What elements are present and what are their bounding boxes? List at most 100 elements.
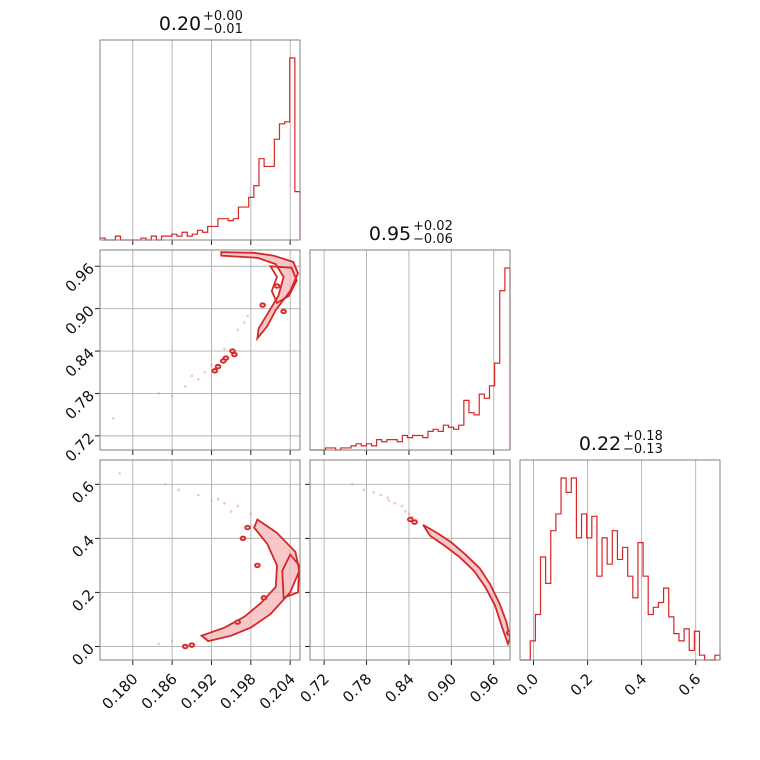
panel-background [310, 460, 510, 660]
tick-label-y: 0.0 [68, 640, 98, 670]
scatter-point [164, 482, 167, 486]
panel-title-1: 0.20 +0.00−0.01 [159, 9, 243, 37]
scatter-point [216, 497, 220, 501]
contour-panel-1: 0.72 0.78 0.84 0.90 0.96 [62, 249, 301, 465]
panel-frame [99, 459, 301, 661]
contour-speck [239, 535, 247, 542]
tick-label-x: 0.192 [177, 670, 220, 713]
contour-band [281, 552, 300, 600]
contour-speck [244, 524, 251, 531]
scatter-point [404, 509, 407, 513]
tick-label-x: 0.6 [675, 670, 705, 700]
scatter-point [111, 416, 115, 420]
tick-label-y: 0.78 [62, 387, 98, 423]
scatter-point [236, 328, 240, 332]
contour-speck [188, 642, 196, 648]
scatter-point [210, 363, 213, 367]
title-upper: +0.00 [203, 9, 243, 24]
tick-label-x: 0.0 [513, 670, 543, 700]
tick-label-x: 0.2 [567, 670, 597, 700]
scatter-point [351, 482, 354, 486]
scatter-point [157, 392, 161, 395]
histogram-panel-1 [99, 39, 301, 245]
tick-label-x: 0.198 [216, 670, 259, 713]
contour-speck [211, 368, 219, 374]
tick-label-y: 0.2 [68, 586, 98, 616]
scatter-point [170, 394, 174, 398]
scatter-point [379, 493, 383, 497]
panel-background [310, 250, 510, 450]
title-lower: −0.01 [203, 22, 243, 37]
contour-band [422, 524, 510, 647]
tick-label-x: 0.78 [339, 670, 375, 706]
tick-label-x: 0.84 [381, 670, 417, 706]
panel-title-2: 0.95 +0.02−0.06 [369, 219, 453, 247]
scatter-point [196, 493, 200, 497]
contour-speck [234, 619, 242, 625]
scatter-point [242, 321, 246, 325]
contour-speck [505, 630, 510, 636]
scatter-point [236, 504, 240, 508]
scatter-point [170, 639, 174, 643]
contour-speck [219, 358, 227, 364]
contour-layer [118, 472, 300, 650]
contour-band [220, 251, 299, 342]
panel-title-3: 0.22 +0.18−0.13 [579, 429, 663, 457]
title-lower: −0.06 [413, 232, 453, 247]
panel-background [100, 460, 300, 660]
scatter-point [246, 314, 249, 318]
panel-frame [309, 459, 511, 661]
contour-speck [181, 643, 189, 650]
tick-label-x: 0.96 [466, 670, 502, 706]
scatter-point [386, 496, 390, 500]
tick-label-y: 0.4 [68, 532, 98, 562]
scatter-point [196, 377, 200, 381]
panel-background [100, 40, 300, 240]
title-lower: −0.13 [623, 442, 663, 457]
histogram-step-line [310, 267, 511, 451]
tick-label-x: 0.204 [256, 670, 299, 713]
contour-speck [407, 516, 414, 523]
scatter-point [157, 642, 161, 646]
tick-label-y: 0.96 [62, 260, 98, 296]
scatter-point [362, 488, 366, 492]
title-upper: +0.18 [623, 429, 663, 444]
scatter-point [223, 501, 226, 505]
scatter-point [407, 512, 411, 516]
contour-speck [231, 351, 238, 358]
histogram-panel-3: 0.0 0.2 0.4 0.6 [513, 459, 721, 700]
scatter-point [393, 501, 397, 505]
panel-frame [309, 249, 511, 451]
scatter-point [210, 499, 213, 502]
contour-speck [259, 302, 266, 308]
title-median: 0.20 [159, 13, 201, 35]
tick-label-x: 0.90 [424, 670, 460, 706]
contour-panel-3: 0.72 0.78 0.84 0.90 0.96 [297, 459, 511, 706]
panel-frame [99, 249, 301, 451]
scatter-point [203, 370, 207, 374]
histogram-step-line [520, 477, 721, 661]
contour-speck [273, 283, 281, 289]
contour-band [268, 265, 298, 305]
histogram-panel-2 [309, 249, 511, 455]
tick-label-y: 0.6 [68, 478, 98, 508]
tick-label-y: 0.72 [62, 429, 98, 465]
scatter-point [387, 499, 391, 502]
tick-label-x: 0.72 [297, 670, 333, 706]
scatter-point [183, 384, 187, 388]
tick-label-x: 0.186 [138, 670, 181, 713]
contour-band [199, 518, 300, 643]
tick-label-y: 0.84 [62, 344, 98, 380]
contour-speck [280, 308, 287, 315]
title-median: 0.95 [369, 223, 411, 245]
panel-background [100, 250, 300, 450]
scatter-point [177, 488, 181, 492]
scatter-point [249, 512, 253, 516]
panel-frame [519, 459, 721, 661]
contour-speck [214, 363, 222, 370]
tick-label-x: 0.180 [98, 670, 141, 713]
scatter-point [400, 504, 404, 508]
panel-frame [99, 39, 301, 241]
